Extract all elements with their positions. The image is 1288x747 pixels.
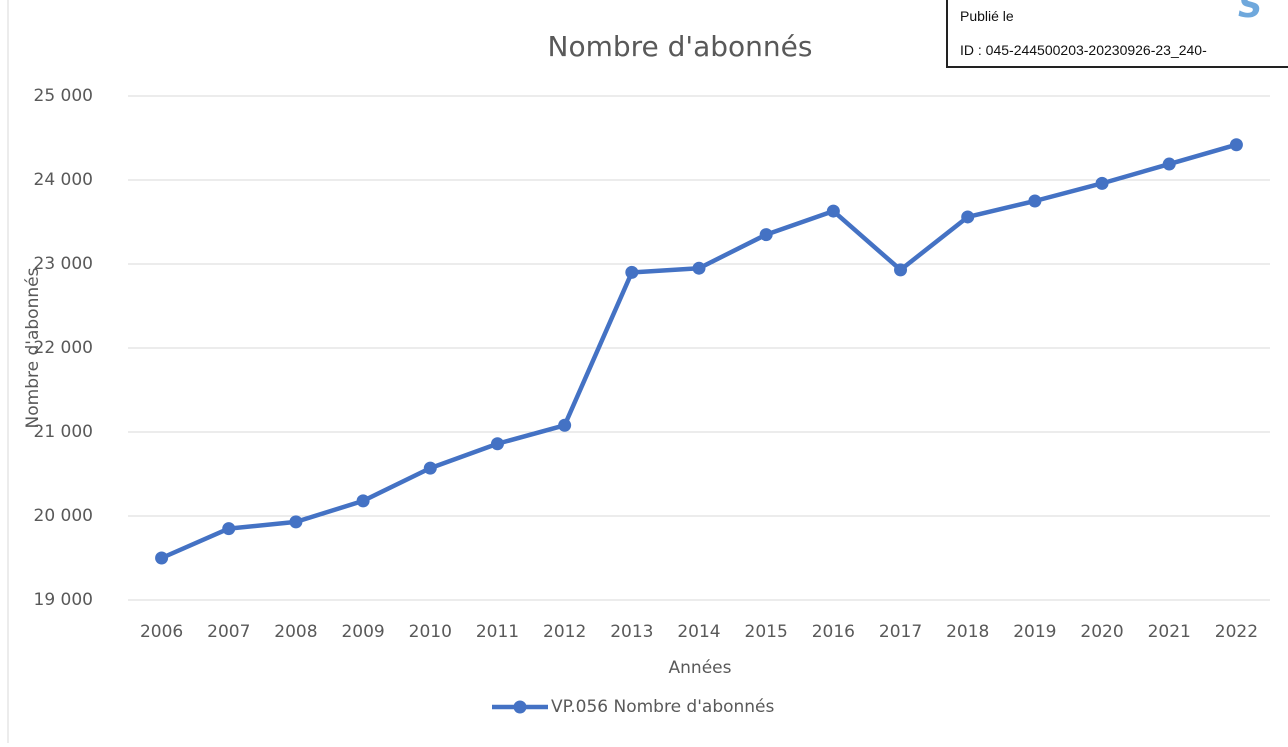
chart-title: Nombre d'abonnés [548,30,813,63]
x-tick-label: 2010 [409,622,452,642]
y-tick-label: 21 000 [34,422,93,442]
y-tick-label: 20 000 [34,506,93,526]
marker [222,522,236,536]
marker [356,494,370,508]
marker [759,228,773,242]
marker [558,418,572,432]
marker [826,204,840,218]
y-axis-label: Nombre d'abonnés [23,267,43,428]
x-tick-label: 2022 [1215,622,1258,642]
y-tick-label: 25 000 [34,86,93,106]
marker [625,265,639,279]
marker [1162,157,1176,171]
y-tick-label: 19 000 [34,590,93,610]
marker [490,437,504,451]
x-tick-label: 2007 [207,622,250,642]
x-axis-label: Années [669,658,732,678]
marker [692,261,706,275]
x-tick-label: 2019 [1013,622,1056,642]
x-tick-label: 2021 [1148,622,1191,642]
marker [1229,138,1243,152]
x-tick-label: 2016 [812,622,855,642]
series-line [160,142,1238,561]
x-tick-label: 2013 [610,622,653,642]
x-tick-label: 2006 [140,622,183,642]
marker [1095,176,1109,190]
stamp-published: Publié le [960,8,1014,24]
x-tick-label: 2020 [1080,622,1123,642]
marker [155,551,169,565]
marker [1028,194,1042,208]
x-tick-label: 2014 [677,622,720,642]
logo: S [1238,0,1263,26]
x-tick-label: 2017 [879,622,922,642]
marker [961,210,975,224]
marker [894,263,908,277]
marker [423,461,437,475]
y-tick-label: 23 000 [34,254,93,274]
legend-label: VP.056 Nombre d'abonnés [551,697,775,717]
x-tick-label: 2012 [543,622,586,642]
x-tick-label: 2009 [341,622,384,642]
x-tick-label: 2011 [476,622,519,642]
legend-marker [513,700,527,714]
stamp: Publié le ID : 045-244500203-20230926-23… [946,0,1288,68]
marker [289,515,303,529]
x-tick-label: 2008 [274,622,317,642]
x-tick-label: 2018 [946,622,989,642]
stamp-id: ID : 045-244500203-20230926-23_240- [960,42,1207,58]
y-tick-label: 24 000 [34,170,93,190]
y-tick-label: 22 000 [34,338,93,358]
x-tick-label: 2015 [745,622,788,642]
